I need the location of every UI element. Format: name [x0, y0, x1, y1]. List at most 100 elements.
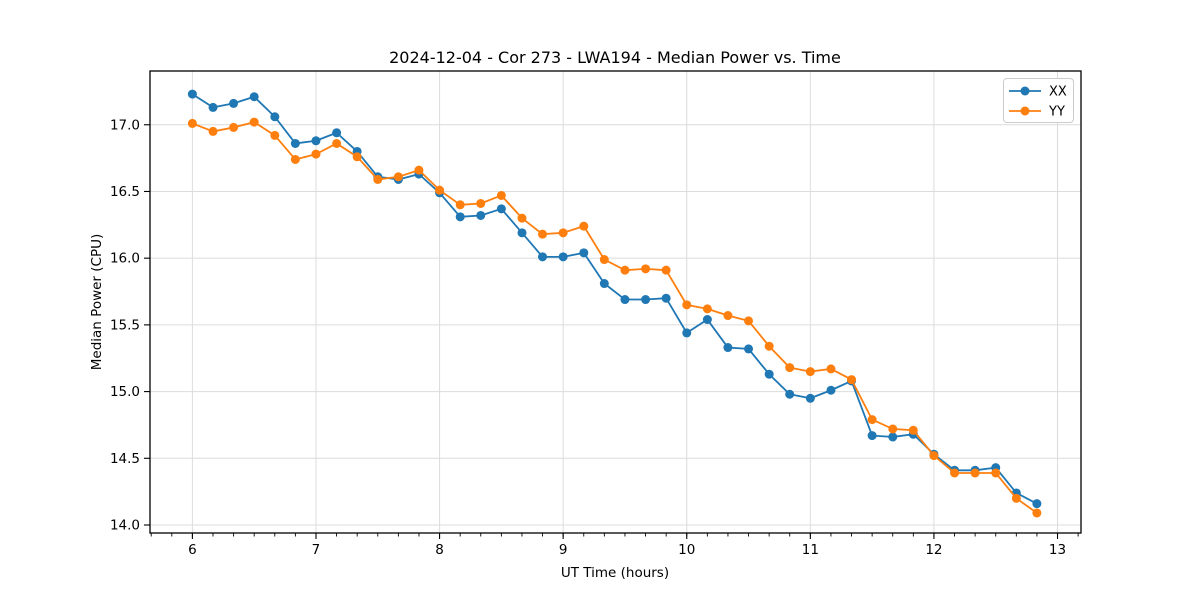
data-point-yy — [929, 451, 939, 461]
data-point-yy — [805, 367, 815, 377]
data-point-xx — [764, 369, 774, 379]
data-point-xx — [558, 252, 568, 262]
legend-marker — [1020, 86, 1030, 96]
y-tick-label: 15.0 — [110, 384, 140, 400]
data-point-yy — [208, 126, 218, 136]
data-point-xx — [641, 295, 651, 305]
x-tick-label: 11 — [802, 542, 819, 558]
tick-layer: 6 7 8 9 10 11 12 13 14.0 14.5 15.0 15.5 16.0 16.5 17.0 — [110, 117, 1079, 558]
data-point-yy — [908, 425, 918, 435]
data-point-xx — [744, 344, 754, 354]
data-point-xx — [538, 252, 548, 262]
legend-marker — [1020, 106, 1030, 116]
data-point-xx — [249, 92, 259, 102]
x-axis-label: UT Time (hours) — [561, 565, 669, 581]
data-point-yy — [950, 468, 960, 478]
legend-label-xx: XX — [1049, 85, 1067, 100]
x-tick-label: 9 — [559, 542, 568, 558]
data-point-xx — [496, 204, 506, 214]
data-point-yy — [826, 364, 836, 374]
data-point-xx — [517, 228, 527, 238]
data-point-xx — [476, 210, 486, 220]
data-point-yy — [620, 265, 630, 275]
legend: XX YY — [1003, 78, 1074, 123]
data-point-xx — [661, 293, 671, 303]
x-tick-label: 12 — [925, 542, 942, 558]
chart-title: 2024-12-04 - Cor 273 - LWA194 - Median P… — [389, 48, 841, 67]
data-point-yy — [538, 229, 548, 239]
data-point-yy — [764, 341, 774, 351]
data-point-yy — [187, 118, 197, 128]
data-point-yy — [744, 316, 754, 326]
data-point-yy — [270, 130, 280, 140]
data-point-yy — [455, 200, 465, 210]
x-tick-label: 10 — [678, 542, 695, 558]
x-tick-label: 13 — [1049, 542, 1066, 558]
data-point-xx — [867, 431, 877, 441]
y-tick-label: 14.0 — [110, 517, 140, 533]
data-point-yy — [970, 468, 980, 478]
data-point-yy — [332, 138, 342, 148]
data-point-yy — [888, 424, 898, 434]
grid-layer — [150, 71, 1081, 533]
data-point-xx — [702, 315, 712, 325]
data-point-yy — [867, 415, 877, 425]
data-point-xx — [599, 279, 609, 289]
data-point-xx — [805, 393, 815, 403]
y-tick-label: 16.5 — [110, 184, 140, 200]
data-point-yy — [311, 149, 321, 159]
data-point-yy — [290, 154, 300, 164]
data-point-yy — [352, 152, 362, 162]
data-point-yy — [249, 117, 259, 127]
data-point-xx — [455, 212, 465, 222]
y-tick-label: 15.5 — [110, 317, 140, 333]
data-point-yy — [414, 165, 424, 175]
series-line-yy — [192, 121, 1038, 514]
y-tick-label: 17.0 — [110, 117, 140, 133]
data-point-xx — [229, 98, 239, 108]
x-tick-label: 7 — [312, 542, 321, 558]
data-point-xx — [1032, 499, 1042, 509]
data-point-xx — [682, 328, 692, 338]
data-point-xx — [620, 295, 630, 305]
data-point-xx — [187, 89, 197, 99]
x-tick-label: 6 — [188, 542, 197, 558]
data-point-yy — [785, 363, 795, 373]
data-point-yy — [702, 304, 712, 314]
series-layer — [187, 89, 1042, 518]
data-point-yy — [229, 122, 239, 132]
data-point-yy — [661, 265, 671, 275]
data-point-yy — [991, 468, 1001, 478]
data-point-yy — [476, 198, 486, 208]
data-point-xx — [208, 102, 218, 112]
data-point-yy — [723, 311, 733, 321]
plot-border — [149, 70, 1082, 534]
data-point-yy — [579, 221, 589, 231]
data-point-xx — [785, 389, 795, 399]
data-point-xx — [579, 248, 589, 258]
data-point-yy — [846, 375, 856, 385]
data-point-xx — [311, 136, 321, 146]
data-point-xx — [270, 112, 280, 122]
legend-label-yy: YY — [1048, 105, 1065, 120]
data-point-yy — [496, 190, 506, 200]
data-point-yy — [682, 300, 692, 310]
x-tick-label: 8 — [435, 542, 444, 558]
data-point-xx — [332, 128, 342, 138]
data-point-xx — [888, 432, 898, 442]
data-point-yy — [1032, 508, 1042, 518]
data-point-yy — [373, 174, 383, 184]
y-tick-label: 14.5 — [110, 451, 140, 467]
data-point-xx — [290, 138, 300, 148]
data-point-yy — [435, 185, 445, 195]
data-point-xx — [826, 385, 836, 395]
data-point-yy — [641, 264, 651, 274]
data-point-yy — [393, 172, 403, 182]
data-point-yy — [558, 228, 568, 238]
data-point-yy — [517, 213, 527, 223]
data-point-yy — [1011, 493, 1021, 503]
y-tick-label: 16.0 — [110, 251, 140, 267]
data-point-yy — [599, 255, 609, 265]
